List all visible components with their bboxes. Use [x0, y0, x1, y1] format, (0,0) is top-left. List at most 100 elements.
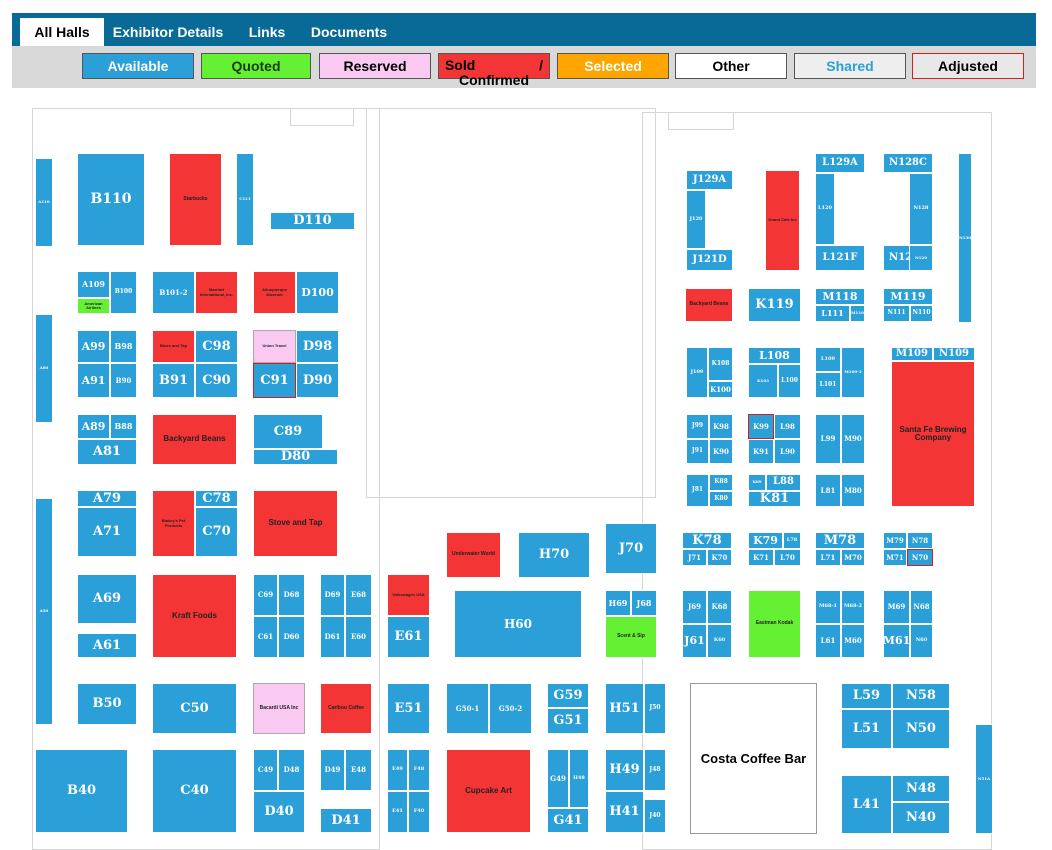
booth-l120[interactable]: L120 — [815, 173, 835, 245]
booth-l121f[interactable]: L121F — [815, 245, 865, 271]
booth-blues-and-tap[interactable]: Blues and Tap — [152, 330, 195, 363]
booth-costa[interactable]: Costa Coffee Bar — [690, 683, 817, 834]
booth-j40[interactable]: J40 — [644, 799, 666, 833]
booth-c61[interactable]: C61 — [253, 616, 278, 658]
booth-l71[interactable]: L71 — [815, 549, 841, 566]
booth-j99[interactable]: J99 — [686, 414, 709, 439]
booth-backyard-beans-1[interactable]: Backyard Beans — [152, 414, 237, 465]
booth-c89[interactable]: C89 — [253, 414, 323, 449]
booth-backyard-beans-2[interactable]: Backyard Beans — [685, 288, 733, 322]
booth-a110[interactable]: A110 — [35, 158, 53, 247]
booth-j50[interactable]: J50 — [644, 683, 666, 734]
booth-l108[interactable]: L108 — [748, 347, 801, 364]
booth-m68-1[interactable]: M68-1 — [815, 590, 841, 624]
booth-a91[interactable]: A91 — [77, 363, 110, 398]
booth-b100[interactable]: B100 — [110, 271, 137, 314]
tab-exhibitor-details[interactable]: Exhibitor Details — [112, 24, 224, 40]
booth-n68[interactable]: N68 — [910, 590, 933, 624]
booth-b110[interactable]: B110 — [77, 153, 145, 246]
booth-h41[interactable]: H41 — [605, 791, 644, 833]
booth-l129a[interactable]: L129A — [815, 153, 865, 173]
booth-m71[interactable]: M71 — [883, 549, 907, 566]
booth-c50[interactable]: C50 — [152, 683, 237, 734]
booth-j121d[interactable]: J121D — [686, 249, 733, 271]
booth-k90[interactable]: K90 — [709, 439, 733, 464]
booth-l51[interactable]: L51 — [841, 709, 892, 749]
booth-c111[interactable]: C111 — [236, 153, 254, 246]
booth-k71[interactable]: K71 — [748, 549, 774, 566]
booth-e51[interactable]: E51 — [387, 683, 430, 734]
booth-g50-2[interactable]: G50-2 — [489, 683, 532, 734]
booth-j48[interactable]: J48 — [644, 749, 666, 791]
booth-j81[interactable]: J81 — [686, 474, 709, 507]
booth-l81[interactable]: L81 — [815, 474, 841, 507]
booth-k70[interactable]: K70 — [707, 549, 732, 566]
booth-e41[interactable]: E41 — [387, 791, 408, 833]
booth-m68-2[interactable]: M68-2 — [841, 590, 865, 624]
booth-k60[interactable]: K60 — [707, 624, 732, 658]
booth-c70[interactable]: C70 — [195, 507, 238, 557]
booth-d41[interactable]: D41 — [320, 808, 372, 833]
booth-h69[interactable]: H69 — [605, 590, 631, 616]
booth-n58[interactable]: N58 — [892, 683, 950, 709]
booth-h60[interactable]: H60 — [454, 590, 582, 658]
booth-union-travel[interactable]: Union Travel — [253, 330, 296, 363]
booth-l61[interactable]: L61 — [815, 624, 841, 658]
booth-c90[interactable]: C90 — [195, 363, 238, 398]
booth-caribou[interactable]: Caribou Coffee — [320, 683, 372, 734]
booth-c49[interactable]: C49 — [253, 749, 278, 791]
booth-l90[interactable]: L90 — [774, 439, 801, 464]
booth-m90[interactable]: M90 — [841, 414, 865, 464]
booth-a79[interactable]: A79 — [77, 490, 137, 507]
booth-e60[interactable]: E60 — [345, 616, 372, 658]
booth-d80[interactable]: D80 — [253, 449, 338, 465]
booth-d100[interactable]: D100 — [296, 271, 339, 314]
booth-l109[interactable]: L109 — [815, 347, 841, 372]
booth-l41[interactable]: L41 — [841, 775, 892, 834]
booth-n109[interactable]: N109 — [933, 347, 975, 361]
booth-g41[interactable]: G41 — [547, 808, 589, 833]
booth-c69[interactable]: C69 — [253, 574, 278, 616]
legend-other[interactable]: Other — [675, 53, 787, 79]
booth-j68[interactable]: J68 — [631, 590, 657, 616]
booth-k108[interactable]: K108 — [708, 347, 733, 381]
booth-f48[interactable]: F48 — [408, 749, 430, 791]
booth-l101[interactable]: L101 — [815, 372, 841, 398]
booth-j120[interactable]: J120 — [686, 190, 706, 249]
booth-n110[interactable]: N110 — [910, 305, 933, 322]
booth-n111[interactable]: N111 — [883, 305, 910, 322]
booth-kodak[interactable]: Eastman Kodak — [748, 590, 801, 658]
booth-g50-1[interactable]: G50-1 — [446, 683, 489, 734]
booth-e48[interactable]: E48 — [345, 749, 372, 791]
booth-d69[interactable]: D69 — [320, 574, 345, 616]
booth-a89[interactable]: A89 — [77, 414, 110, 439]
booth-e68[interactable]: E68 — [345, 574, 372, 616]
booth-albuquerque[interactable]: Albuquerque Museum — [253, 271, 296, 314]
booth-n128c[interactable]: N128C — [883, 153, 933, 173]
legend-available[interactable]: Available — [82, 53, 194, 79]
booth-starbucks[interactable]: Starbucks — [169, 153, 222, 246]
booth-c40[interactable]: C40 — [152, 749, 237, 833]
booth-b40[interactable]: B40 — [35, 749, 128, 833]
booth-j70[interactable]: J70 — [605, 523, 657, 574]
booth-h49[interactable]: H49 — [605, 749, 644, 791]
booth-k79[interactable]: K79 — [748, 532, 783, 549]
booth-volkswagen[interactable]: Volkswagen USA — [387, 574, 430, 616]
booth-d68[interactable]: D68 — [278, 574, 305, 616]
legend-adjusted[interactable]: Adjusted — [912, 53, 1024, 79]
booth-k88[interactable]: K88 — [709, 474, 733, 491]
booth-k98[interactable]: K98 — [709, 414, 733, 439]
booth-k99[interactable]: K99 — [748, 414, 774, 439]
booth-santa-fe[interactable]: Santa Fe Brewing Company — [891, 361, 975, 507]
booth-d40[interactable]: D40 — [253, 791, 305, 833]
booth-underwater-world[interactable]: Underwater World — [446, 532, 501, 578]
booth-k81[interactable]: K81 — [748, 491, 801, 507]
booth-l70[interactable]: L70 — [774, 549, 801, 566]
booth-m79[interactable]: M79 — [883, 532, 907, 549]
booth-l59[interactable]: L59 — [841, 683, 892, 709]
booth-h48[interactable]: H48 — [569, 749, 589, 808]
booth-l99[interactable]: L99 — [815, 414, 841, 464]
booth-k80[interactable]: K80 — [709, 491, 733, 507]
booth-n51a[interactable]: N51A — [975, 724, 993, 834]
booth-m119[interactable]: M119 — [883, 288, 933, 305]
